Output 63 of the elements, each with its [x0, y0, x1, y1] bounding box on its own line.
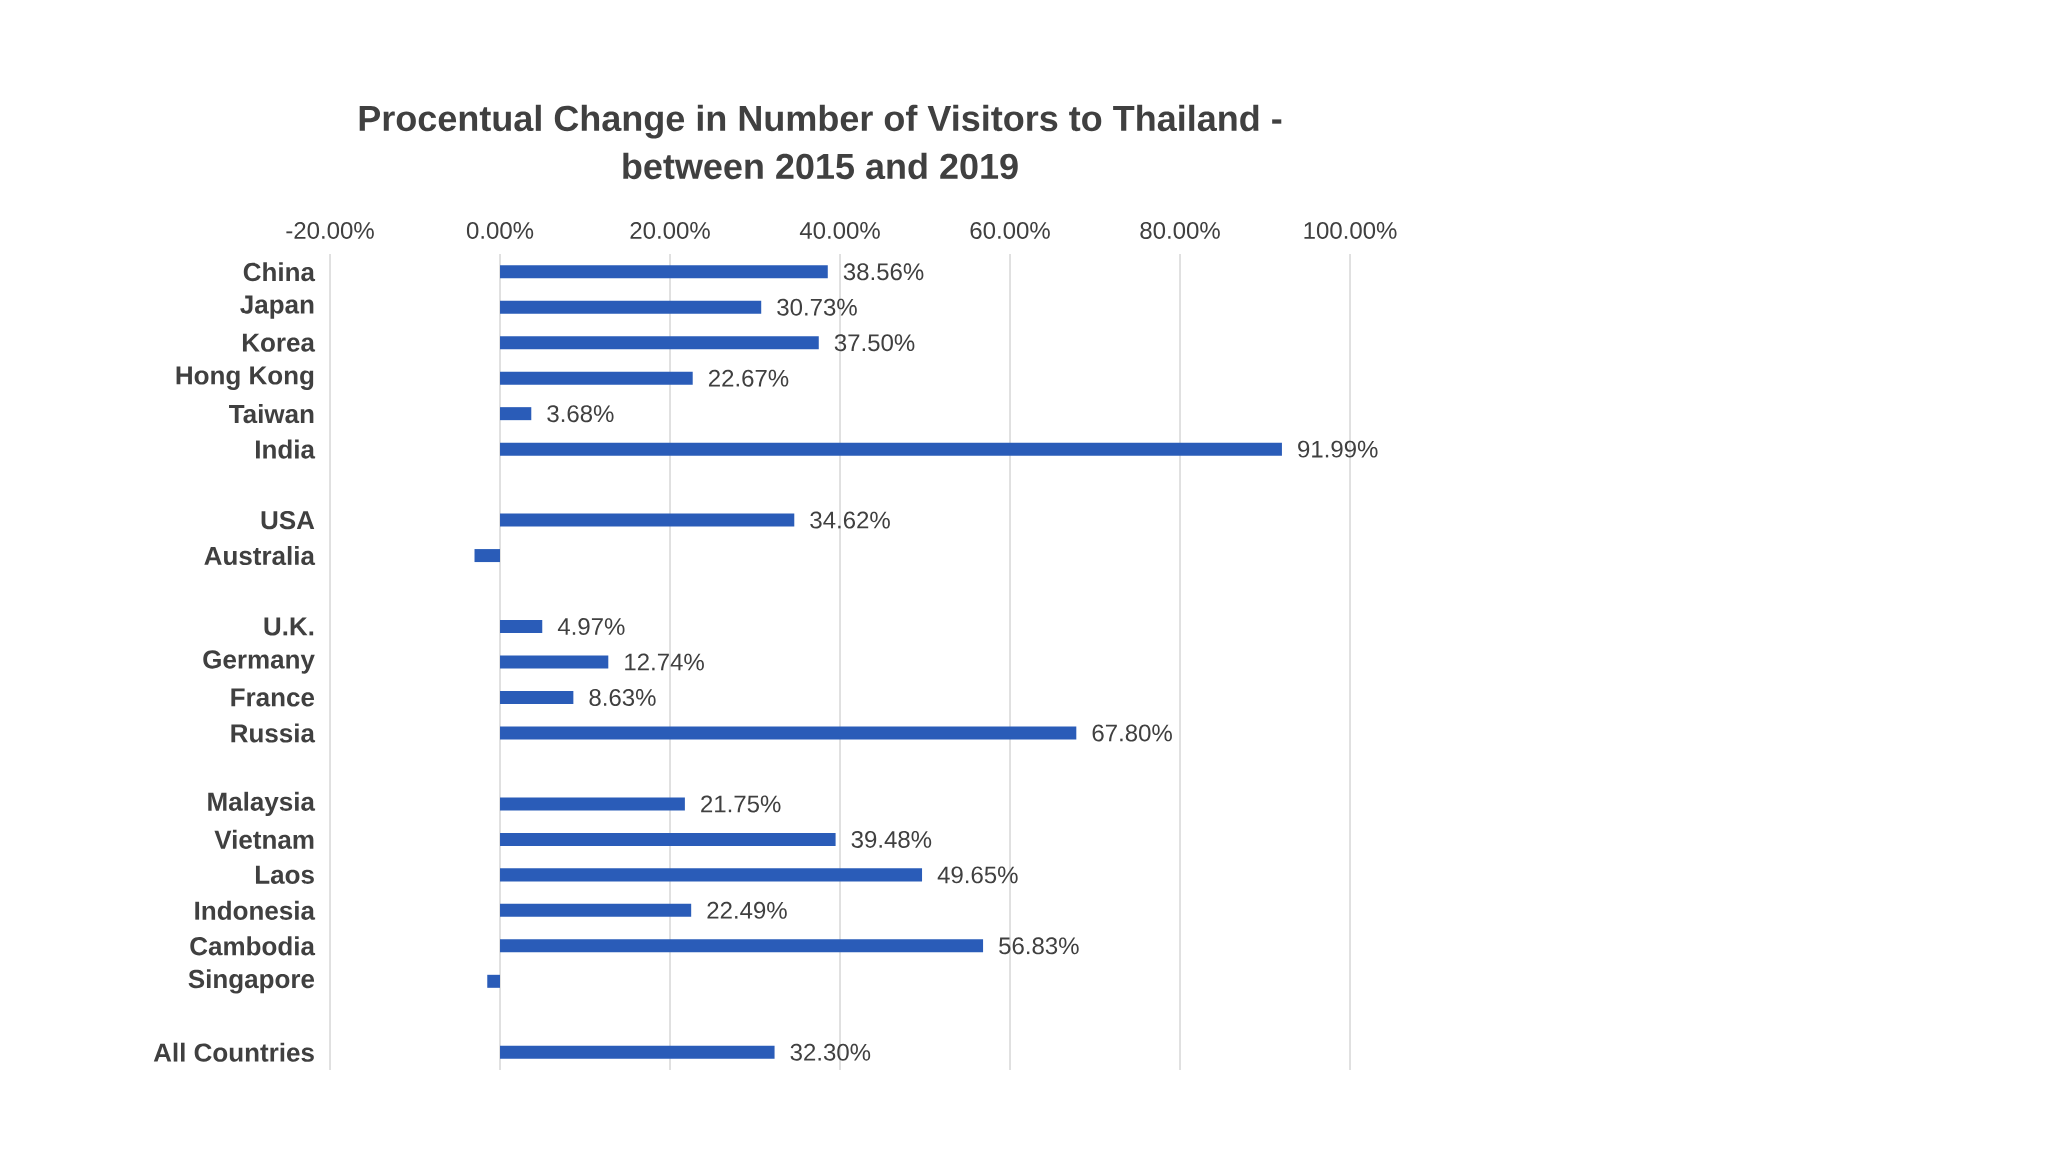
y-tick-label: Indonesia — [195, 900, 316, 920]
x-tick-label: 60.00% — [970, 221, 1050, 239]
data-label: 22.49% — [707, 901, 787, 919]
y-tick-label: France — [231, 688, 315, 707]
y-tick-label: Cambodia — [190, 936, 316, 956]
y-tick-label: Malaysia — [208, 791, 316, 817]
bar — [500, 371, 693, 385]
data-label: 4.97% — [557, 618, 625, 636]
data-label: 37.50% — [834, 334, 915, 352]
bar — [500, 832, 836, 846]
data-label: 3.68% — [547, 405, 614, 423]
y-tick-label: Korea — [242, 333, 316, 352]
data-label: 8.63% — [589, 689, 656, 706]
y-tick-label: Taiwan — [229, 404, 314, 424]
y-tick-label: Russia — [231, 723, 316, 743]
data-label: 30.73% — [777, 298, 857, 316]
bar — [500, 620, 543, 634]
bar — [500, 868, 923, 882]
data-label: 21.75% — [701, 795, 781, 813]
bar — [487, 974, 501, 988]
y-tick-label: Japan — [240, 295, 314, 319]
y-tick-label: Singapore — [188, 969, 315, 994]
bar — [500, 265, 828, 279]
data-label: 91.99% — [1298, 440, 1378, 458]
bar — [500, 442, 1282, 456]
data-label: 49.65% — [937, 866, 1018, 884]
bar — [500, 1045, 775, 1059]
data-label: 12.74% — [625, 653, 704, 671]
y-tick-label: Australia — [204, 546, 316, 566]
data-label: 32.30% — [790, 1043, 871, 1061]
data-label: 39.48% — [851, 830, 932, 848]
bar — [500, 939, 984, 953]
x-tick-label: 100.00% — [1304, 221, 1397, 239]
x-tick-label: 20.00% — [630, 221, 710, 239]
y-tick-label: Hong Kong — [176, 366, 314, 390]
bar — [500, 300, 762, 314]
y-tick-label: Vietnam — [214, 829, 314, 849]
data-label: 38.56% — [843, 263, 924, 281]
y-tick-label: China — [243, 262, 316, 282]
x-tick-label: -20.00% — [286, 221, 374, 239]
data-label: 22.67% — [708, 369, 789, 387]
y-tick-label: Germany — [203, 650, 315, 674]
bar — [500, 513, 795, 527]
bar — [500, 690, 574, 704]
x-tick-label: 80.00% — [1140, 221, 1220, 239]
bar — [500, 407, 532, 421]
data-label: 56.83% — [999, 937, 1079, 955]
bar — [500, 726, 1077, 740]
chart-title: Procentual Change in Number of Visitors to Thailand - between 2015 and 2019 — [359, 104, 1282, 180]
y-tick-label: U.K. — [264, 617, 314, 636]
x-tick-label: 40.00% — [799, 221, 880, 239]
bar — [474, 549, 501, 563]
bar — [500, 903, 692, 917]
y-tick-label: Laos — [255, 865, 314, 884]
x-tick-label: 0.00% — [466, 221, 534, 239]
data-label: 67.80% — [1092, 724, 1172, 742]
bar — [500, 797, 685, 811]
bar — [500, 336, 819, 350]
y-tick-label: India — [256, 439, 316, 459]
y-tick-label: All Countries — [153, 1042, 314, 1062]
data-label: 34.62% — [810, 511, 890, 529]
y-tick-label: USA — [261, 510, 315, 530]
bar — [500, 655, 609, 669]
